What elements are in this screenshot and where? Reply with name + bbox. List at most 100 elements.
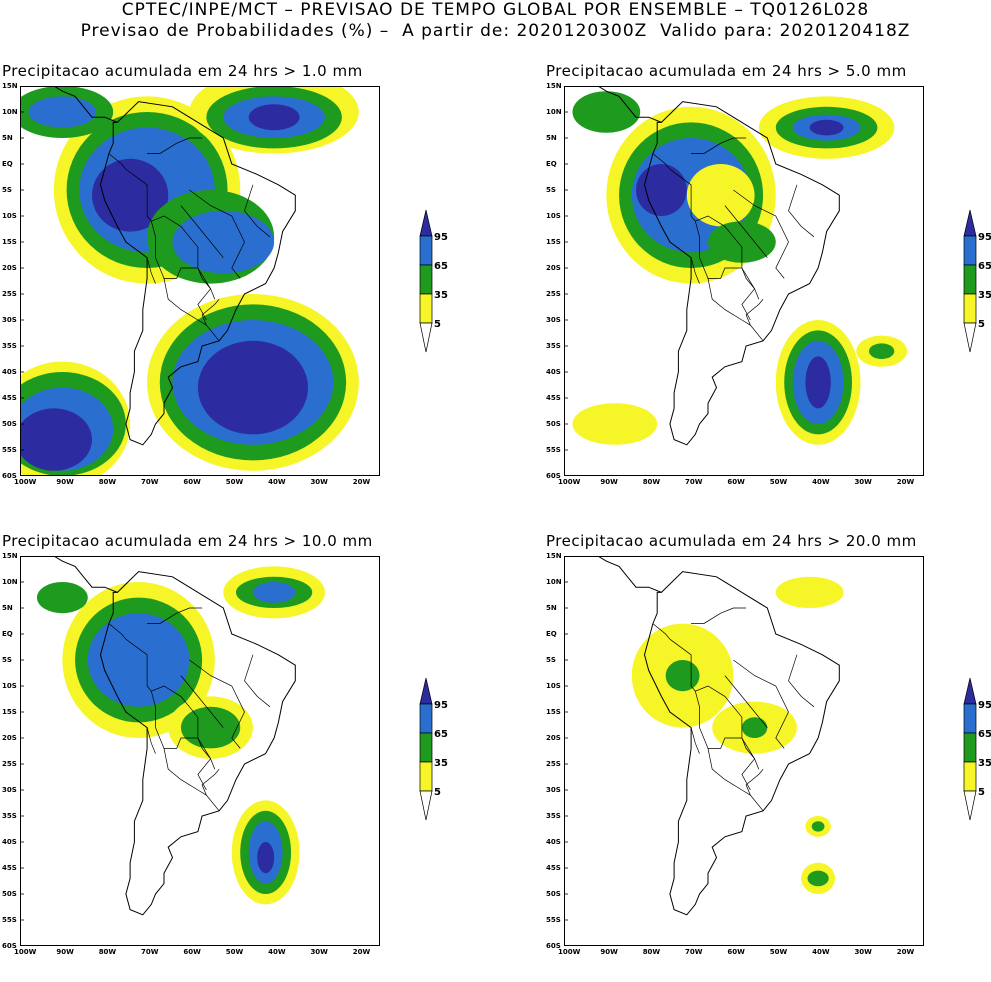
lat-tick-label: 60S — [546, 942, 561, 950]
lat-tick-label: 60S — [2, 942, 17, 950]
lat-tick-label: 10N — [546, 578, 562, 586]
probability-map — [20, 556, 380, 946]
lon-tick-label: 50W — [225, 478, 244, 486]
probability-area — [36, 582, 88, 614]
lat-tick-label: 10S — [546, 682, 561, 690]
coastline — [643, 101, 840, 446]
panel-10mm: Precipitacao acumulada em 24 hrs > 10.0 … — [2, 532, 482, 982]
coastline — [99, 571, 296, 916]
probability-map — [20, 86, 380, 476]
country-border — [147, 137, 203, 154]
country-border — [201, 298, 220, 326]
probability-area — [868, 343, 895, 360]
lat-tick-label: 5N — [2, 604, 13, 612]
lon-tick-label: 60W — [183, 948, 201, 956]
lon-tick-label: 60W — [183, 478, 201, 486]
probability-map — [564, 86, 924, 476]
lat-tick-label: 15N — [546, 552, 562, 560]
lat-tick-label: 10S — [2, 212, 17, 220]
lat-tick-label: 30S — [2, 316, 17, 324]
lat-tick-label: 55S — [2, 446, 17, 454]
country-border — [180, 675, 224, 728]
colorbar-65-band — [963, 703, 977, 734]
lon-tick-label: 90W — [56, 948, 74, 956]
lon-tick-label: 60W — [727, 478, 745, 486]
country-border — [146, 257, 156, 284]
lat-tick-label: 45S — [2, 394, 17, 402]
lon-tick-label: 40W — [268, 478, 286, 486]
colorbar-bottom-right: 95 65 35 5 — [963, 678, 991, 821]
lat-tick-label: 20S — [546, 264, 561, 272]
lat-tick-label: 15S — [2, 708, 17, 716]
lat-tick-label: 30S — [546, 316, 561, 324]
colorbar-5-band — [963, 761, 977, 792]
lat-tick-label: 50S — [546, 420, 561, 428]
colorbar-5-band — [419, 761, 433, 792]
lon-tick-label: 70W — [685, 478, 703, 486]
lat-tick-label: 20S — [546, 734, 561, 742]
lat-tick-label: 35S — [546, 342, 561, 350]
country-border — [108, 623, 127, 640]
colorbar-label: 95 — [434, 700, 448, 711]
lon-tick-label: 30W — [854, 478, 872, 486]
lon-tick-label: 50W — [769, 948, 788, 956]
probability-area — [805, 356, 831, 409]
country-border — [669, 638, 760, 770]
country-border — [745, 768, 764, 796]
lat-tick-label: 15N — [2, 82, 18, 90]
probability-area — [248, 104, 300, 131]
country-border — [163, 278, 220, 342]
lon-tick-label: 70W — [141, 948, 159, 956]
country-border — [741, 737, 756, 791]
country-border — [652, 153, 671, 170]
colorbar-label: 95 — [978, 232, 991, 243]
lat-tick-label: 25S — [546, 290, 561, 298]
lat-tick-label: 15N — [2, 552, 18, 560]
lon-tick-label: 40W — [268, 948, 286, 956]
country-border — [691, 607, 747, 624]
lon-tick-label: 100W — [558, 948, 581, 956]
lat-tick-label: 40S — [546, 368, 561, 376]
lat-tick-label: 10S — [546, 212, 561, 220]
colorbar-bottom-left: 95 65 35 5 — [419, 678, 448, 821]
lat-tick-label: 45S — [2, 864, 17, 872]
colorbar-label: 65 — [978, 261, 991, 272]
country-border — [108, 153, 127, 170]
lat-tick-label: 5N — [546, 604, 557, 612]
probability-area — [197, 340, 308, 435]
lon-tick-label: 100W — [14, 478, 37, 486]
colorbar-label: 95 — [434, 232, 448, 243]
country-border — [189, 189, 245, 279]
lon-tick-label: 30W — [310, 948, 328, 956]
lat-tick-label: 45S — [546, 864, 561, 872]
country-border — [690, 257, 700, 284]
coastline — [643, 571, 840, 916]
country-border — [180, 205, 224, 258]
colorbar-35-band — [963, 264, 977, 295]
colorbar-low-cap — [419, 322, 433, 353]
country-border — [163, 748, 220, 812]
lat-tick-label: 35S — [546, 812, 561, 820]
lon-tick-label: 90W — [56, 478, 74, 486]
lat-tick-label: 40S — [2, 838, 17, 846]
lat-tick-label: 40S — [2, 368, 17, 376]
country-border — [707, 278, 764, 342]
colorbar-label: 35 — [434, 758, 448, 769]
lat-tick-label: 50S — [2, 890, 17, 898]
probability-fields — [36, 566, 325, 905]
panel-20mm: Precipitacao acumulada em 24 hrs > 20.0 … — [546, 532, 991, 982]
lat-tick-label: 20S — [2, 264, 17, 272]
lat-tick-label: 50S — [546, 890, 561, 898]
panel-title: Precipitacao acumulada em 24 hrs > 20.0 … — [546, 532, 917, 550]
header-line-2: Previsao de Probabilidades (%) – A parti… — [80, 21, 911, 41]
lon-tick-label: 30W — [854, 948, 872, 956]
country-border — [690, 727, 700, 754]
lat-tick-label: 30S — [546, 786, 561, 794]
coastline — [99, 101, 296, 446]
colorbar-label: 5 — [434, 787, 441, 798]
colorbar-low-cap — [963, 322, 977, 353]
lon-tick-label: 30W — [310, 478, 328, 486]
colorbar-95-cap — [419, 210, 433, 237]
country-border — [146, 727, 156, 754]
colorbar-label: 65 — [434, 729, 448, 740]
